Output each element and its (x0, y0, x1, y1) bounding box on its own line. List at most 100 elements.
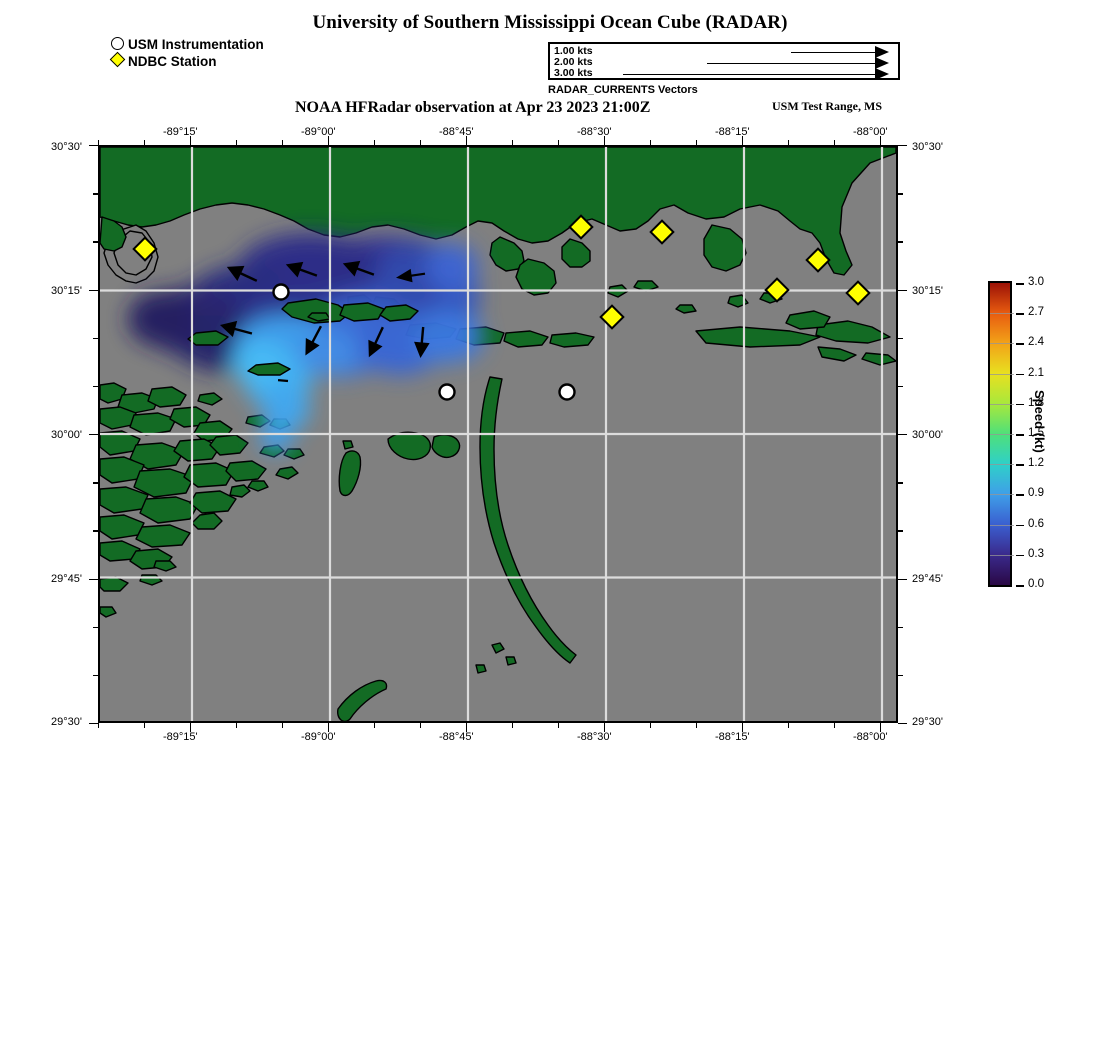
vector-legend-row-3: 3.00 kts (550, 67, 898, 80)
vector-shaft-2 (707, 62, 875, 64)
ytick-mark (89, 145, 98, 147)
ytick-mark (93, 674, 98, 677)
xtick-mark (327, 136, 330, 145)
colorbar-tick-label: 0.6 (1028, 517, 1044, 530)
xtick-mark (511, 723, 514, 728)
vector-arrowhead-1 (875, 46, 889, 58)
ytick-right-1: 30°15' (912, 285, 943, 297)
colorbar-tick-label: 2.7 (1028, 306, 1044, 319)
chandeleur-dot-d (505, 656, 517, 666)
ytick-mark (93, 626, 98, 629)
colorbar-tick-label: 0.3 (1028, 547, 1044, 560)
ytick-right-2: 30°00' (912, 429, 943, 441)
xtick-top-2: -88°45' (439, 126, 474, 138)
ytick-mark (898, 385, 903, 388)
xtick-mark (833, 140, 836, 145)
chart-subtitle: NOAA HFRadar observation at Apr 23 2023 … (295, 99, 651, 116)
usm-circle-icon (110, 36, 128, 52)
map-canvas[interactable] (98, 145, 898, 723)
colorbar-tick (1016, 313, 1024, 315)
ytick-mark (89, 578, 98, 580)
land-marsh-c (561, 238, 591, 268)
ytick-mark (898, 626, 903, 629)
map-graphics (100, 147, 896, 721)
xtick-mark (465, 723, 468, 732)
land-west-tip (100, 216, 127, 252)
island-dauphin-east (815, 320, 891, 344)
xtick-bot-2: -88°45' (439, 731, 474, 743)
island-petit-bois (549, 332, 595, 348)
colorbar-separator (990, 313, 1014, 315)
colorbar-tick (1016, 494, 1024, 496)
colorbar-tick-label: 1.8 (1028, 396, 1044, 409)
colorbar-tick (1016, 373, 1024, 376)
island-bit-8 (817, 346, 857, 362)
xtick-mark (649, 723, 652, 728)
xtick-mark (98, 140, 100, 145)
ytick-mark (93, 241, 98, 243)
colorbar-tick-label: 2.4 (1028, 336, 1044, 349)
ytick-mark (93, 193, 98, 195)
chandeleur-sub-a (387, 431, 432, 461)
legend-label-ndbc: NDBC Station (128, 53, 217, 69)
xtick-mark (373, 723, 376, 728)
colorbar-separator (990, 494, 1014, 496)
colorbar-tick (1016, 283, 1024, 285)
xtick-mark (235, 723, 238, 728)
chandeleur-dot-c (491, 642, 505, 654)
xtick-mark (833, 723, 836, 728)
legend-label-usm: USM Instrumentation (128, 36, 264, 52)
ytick-mark (898, 289, 907, 291)
land-mainland (100, 147, 896, 276)
xtick-bot-0: -89°15' (163, 731, 198, 743)
ytick-mark (898, 482, 903, 484)
ytick-mark (898, 530, 903, 532)
xtick-bot-1: -89°00' (301, 731, 336, 743)
colorbar-separator (990, 524, 1014, 526)
ytick-left-3: 29°45' (51, 573, 82, 585)
colorbar-tick-label: 1.5 (1028, 427, 1044, 439)
colorbar-separator (990, 464, 1014, 466)
island-bit-4 (633, 280, 659, 292)
usm-instrumentation-markers[interactable] (272, 283, 576, 401)
vector-legend-label-1: 1.00 kts (554, 45, 593, 57)
island-dauphin (695, 326, 821, 348)
xtick-mark (741, 136, 744, 145)
ytick-left-0: 30°30' (51, 141, 82, 153)
vector-arrowhead-2 (875, 57, 889, 69)
xtick-mark (281, 140, 284, 145)
island-bit-7 (675, 304, 697, 314)
ytick-mark (898, 241, 903, 243)
ndbc-station-markers[interactable] (132, 214, 871, 330)
xtick-mark (327, 723, 330, 732)
xtick-top-4: -88°15' (715, 126, 750, 138)
vector-shaft-1 (791, 51, 875, 53)
ytick-mark (898, 145, 907, 147)
vector-legend-row-1: 1.00 kts (550, 45, 898, 58)
ytick-mark (898, 337, 903, 340)
xtick-mark (879, 723, 881, 732)
island-bit-9 (861, 352, 896, 366)
ytick-mark (898, 578, 907, 580)
land-marsh-a (489, 236, 525, 272)
xtick-mark (419, 140, 422, 145)
xtick-mark (787, 723, 790, 728)
ytick-mark (89, 289, 98, 291)
xtick-top-1: -89°00' (301, 126, 336, 138)
island-dauphin-mid (785, 310, 831, 330)
colorbar-tick-label: 1.2 (1028, 457, 1044, 470)
xtick-mark (189, 136, 192, 145)
land-mobile-lobe (703, 224, 747, 272)
current-vectors (219, 260, 430, 383)
breton-island (336, 679, 388, 721)
chandeleur-dot-b (475, 664, 487, 674)
ytick-mark (89, 723, 98, 725)
ytick-mark (898, 434, 907, 436)
legend-item-usm: USM Instrumentation (110, 36, 264, 52)
xtick-bot-4: -88°15' (715, 731, 750, 743)
xtick-mark (373, 140, 376, 145)
xtick-mark (281, 723, 284, 728)
colorbar-separator (990, 403, 1014, 405)
ytick-right-3: 29°45' (912, 573, 943, 585)
land-polygons (100, 147, 896, 721)
